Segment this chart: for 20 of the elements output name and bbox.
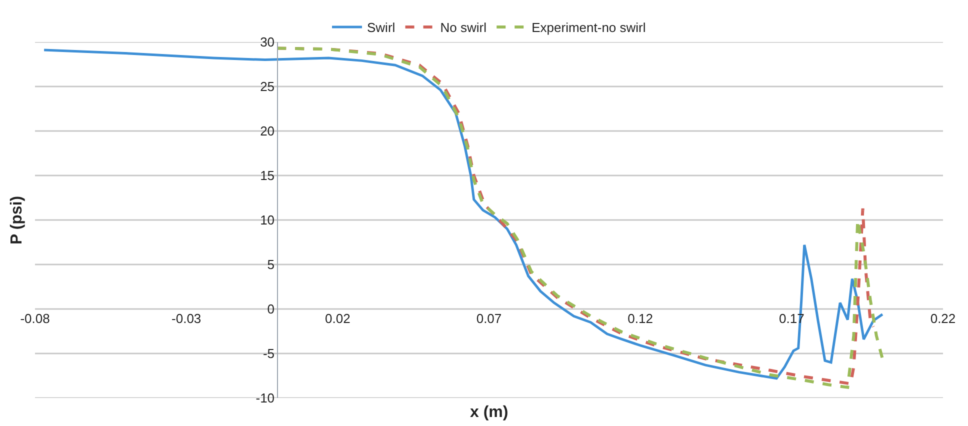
y-tick-label: 30 bbox=[260, 34, 275, 50]
x-tick-label: -0.08 bbox=[20, 311, 50, 326]
x-tick-label: 0.02 bbox=[325, 311, 350, 326]
y-tick-label: -10 bbox=[256, 390, 275, 406]
y-tick-label: 10 bbox=[260, 212, 275, 228]
x-axis-title: x (m) bbox=[470, 404, 508, 421]
legend-label: No swirl bbox=[440, 20, 487, 36]
x-tick-label: -0.03 bbox=[172, 311, 202, 326]
legend-label: Swirl bbox=[367, 20, 396, 36]
y-tick-label: 20 bbox=[260, 124, 275, 139]
y-tick-label: -5 bbox=[262, 346, 275, 362]
y-axis-title: P (psi) bbox=[8, 196, 26, 244]
x-tick-label: 0.22 bbox=[930, 311, 956, 326]
x-tick-label: 0.12 bbox=[628, 311, 653, 326]
y-tick-label: 5 bbox=[267, 257, 275, 272]
y-tick-label: 15 bbox=[260, 168, 275, 184]
y-tick-label: 0 bbox=[267, 302, 275, 317]
legend-label: Experiment-no swirl bbox=[532, 20, 646, 36]
y-tick-label: 25 bbox=[260, 79, 275, 94]
x-tick-label: 0.07 bbox=[476, 311, 502, 326]
